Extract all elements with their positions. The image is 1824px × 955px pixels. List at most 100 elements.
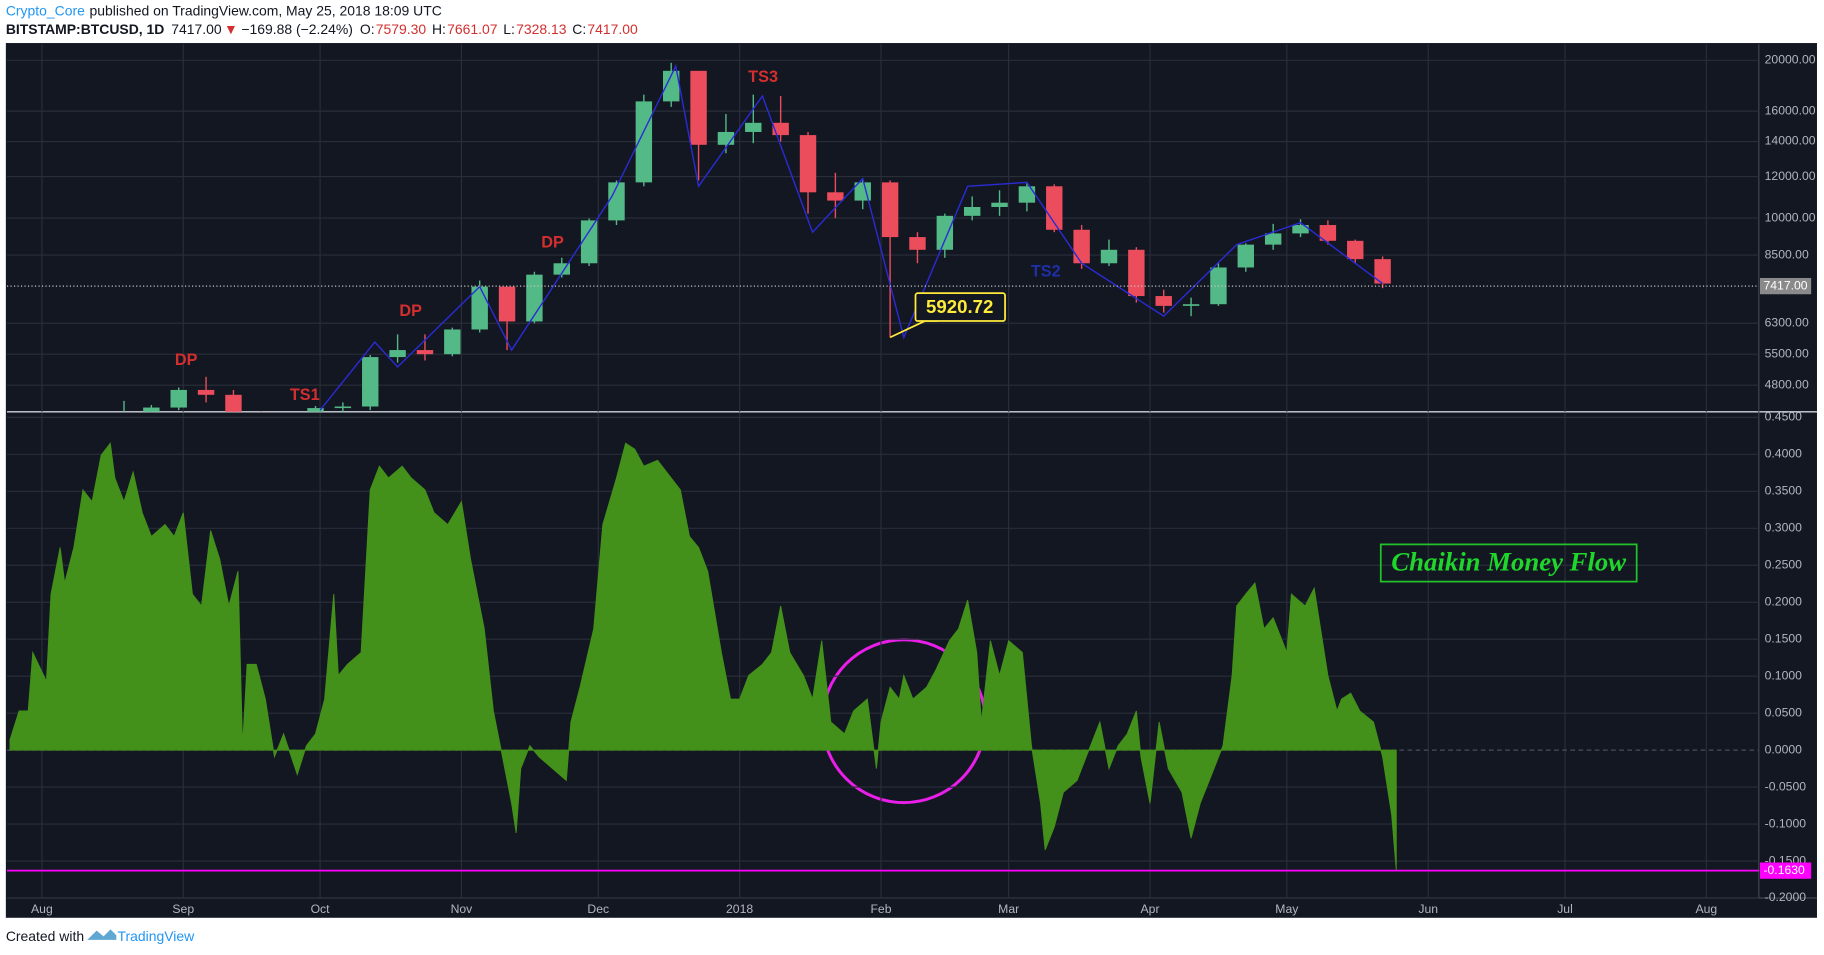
- candle-body: [799, 135, 817, 193]
- candle-body: [936, 215, 954, 250]
- y-tick-label: 0.4000: [1765, 447, 1803, 461]
- candle-body: [1319, 225, 1337, 241]
- x-tick-label: Apr: [1141, 902, 1160, 916]
- candle-body: [1347, 240, 1364, 260]
- indicator-label-box: [1379, 543, 1638, 583]
- y-tick-label: -0.1000: [1765, 816, 1807, 830]
- y-tick-label: 0.1500: [1765, 631, 1803, 645]
- candle-body: [1018, 186, 1036, 203]
- y-tick-label: 12000.00: [1765, 169, 1816, 183]
- annotation: TS2: [1031, 262, 1061, 280]
- candle-body: [1292, 225, 1309, 234]
- ohlc-label: C:: [572, 21, 586, 37]
- y-tick-label: 4800.00: [1765, 377, 1809, 391]
- ohlc-label: O:: [360, 21, 375, 37]
- x-tick-label: Oct: [311, 902, 331, 916]
- x-tick-label: 2018: [726, 902, 753, 916]
- x-tick-label: Aug: [31, 902, 53, 916]
- candle-body: [745, 122, 762, 132]
- candle-body: [1128, 249, 1145, 297]
- x-tick-label: Sep: [172, 902, 194, 916]
- candle-body: [389, 350, 406, 358]
- candle-body: [444, 329, 461, 355]
- last-price-box: [1759, 277, 1812, 295]
- x-tick-label: Dec: [587, 902, 609, 916]
- candle-body: [553, 263, 570, 275]
- annotation: TS3: [748, 68, 778, 86]
- candle-body: [881, 182, 899, 238]
- x-tick-label: Jul: [1557, 902, 1573, 916]
- y-tick-label: -0.0500: [1765, 779, 1807, 793]
- candle-body: [197, 389, 215, 395]
- change: −169.88 (−2.24%): [241, 21, 353, 37]
- y-tick-label: 14000.00: [1765, 134, 1816, 148]
- candle-body: [170, 389, 187, 408]
- candle-body: [1237, 244, 1255, 268]
- y-tick-label: 20000.00: [1765, 53, 1816, 67]
- x-tick-label: May: [1275, 902, 1299, 916]
- level-box: [1759, 862, 1812, 879]
- logo-icon: [87, 929, 117, 940]
- candle-body: [580, 220, 598, 264]
- candle-body: [1182, 304, 1200, 306]
- candle-body: [362, 357, 379, 407]
- candle-body: [471, 286, 488, 330]
- x-tick-label: Nov: [451, 902, 474, 916]
- candle-body: [663, 70, 680, 102]
- y-tick-label: -0.2000: [1765, 890, 1807, 904]
- level-label: -0.1630: [1763, 863, 1805, 877]
- x-tick-label: Jun: [1418, 902, 1438, 916]
- footer-brand: TradingView: [118, 928, 196, 944]
- symbol: BITSTAMP:BTCUSD, 1D: [6, 21, 164, 37]
- x-tick-label: Feb: [870, 902, 891, 916]
- annotation: TS1: [290, 386, 320, 404]
- candle-body: [307, 408, 324, 412]
- y-tick-label: 10000.00: [1765, 210, 1816, 224]
- callout-box: [914, 292, 1006, 322]
- annotation: DP: [399, 302, 422, 320]
- candle-body: [991, 202, 1008, 207]
- y-tick-label: 8500.00: [1765, 247, 1809, 261]
- x-tick-label: Mar: [998, 902, 1019, 916]
- annotation: DP: [541, 233, 564, 251]
- y-tick-label: 6300.00: [1765, 315, 1809, 329]
- y-tick-label: 0.0000: [1765, 742, 1803, 756]
- candle-body: [1100, 249, 1118, 264]
- candle-body: [1374, 259, 1391, 284]
- candle-body: [690, 70, 707, 145]
- candle-body: [608, 182, 625, 221]
- y-tick-label: 0.2500: [1765, 557, 1803, 571]
- published-note: published on TradingView.com, May 25, 20…: [90, 2, 442, 18]
- tradingview-logo: [87, 929, 117, 940]
- ohlc-label: L:: [503, 21, 515, 37]
- candle-body: [1046, 186, 1063, 230]
- candle-body: [416, 350, 434, 355]
- candle-body: [334, 406, 352, 409]
- y-tick-label: 16000.00: [1765, 103, 1816, 117]
- chart-frame: [5, 43, 1817, 918]
- y-tick-label: 0.3500: [1765, 484, 1803, 498]
- author: Crypto_Core: [6, 2, 85, 18]
- candle-body: [1155, 296, 1172, 306]
- area: [9, 442, 1397, 871]
- candle-body: [963, 206, 981, 216]
- ohlc-value: 7579.30: [376, 21, 427, 37]
- candle-body: [827, 192, 844, 201]
- candle-body: [909, 237, 926, 250]
- last-price-label: 7417.00: [1763, 278, 1807, 292]
- y-tick-label: 0.0500: [1765, 705, 1803, 719]
- ohlc-value: 7328.13: [516, 21, 567, 37]
- candle-body: [1264, 233, 1282, 245]
- last-value: 7417.00: [171, 21, 222, 37]
- candle-body: [143, 407, 160, 412]
- footer-created: Created with: [6, 928, 84, 944]
- cmf-area: [9, 442, 1397, 871]
- ohlc-label: H:: [432, 21, 446, 37]
- y-tick-label: 0.3000: [1765, 521, 1803, 535]
- indicator-label: Chaikin Money Flow: [1391, 546, 1626, 576]
- candle-body: [772, 122, 789, 136]
- ohlc-value: 7417.00: [587, 21, 638, 37]
- callout-label: 5920.72: [926, 296, 993, 317]
- y-tick-label: 0.1000: [1765, 668, 1803, 682]
